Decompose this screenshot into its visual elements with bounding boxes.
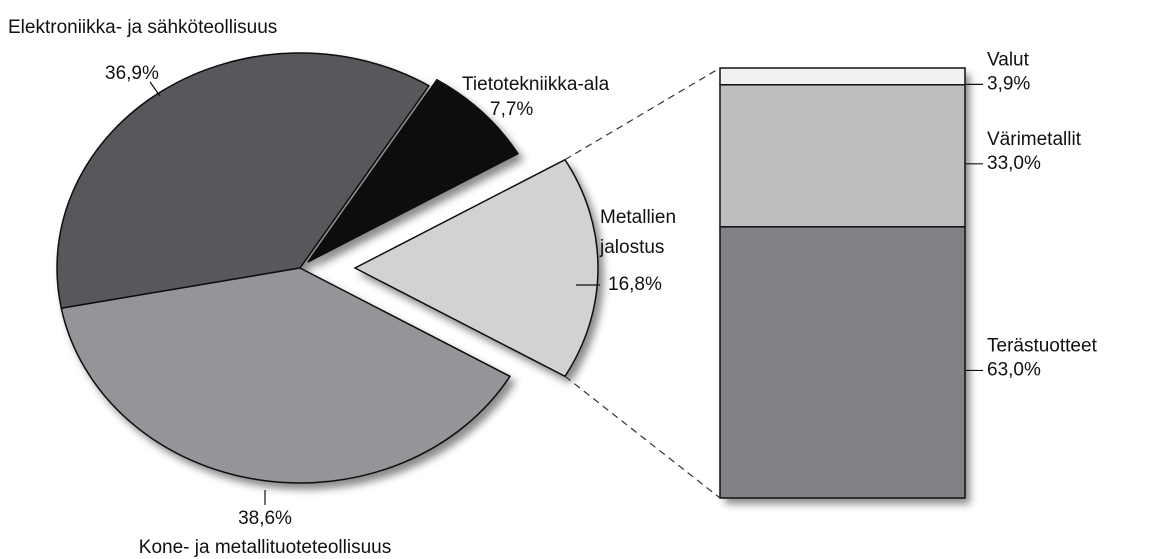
pie-label: Tietotekniikka-ala [462, 74, 610, 95]
leader-line [467, 114, 486, 126]
leader-line [149, 81, 161, 97]
pie-label: Kone- ja metallituoteteollisuus [139, 537, 391, 558]
connector [564, 67, 721, 161]
bar-segment [719, 84, 966, 228]
pie-value-label: 36,9% [105, 63, 159, 84]
pie-label: Metallien jalostus [599, 207, 676, 258]
pie-slice [307, 78, 520, 263]
bar-label: Värimetallit [987, 129, 1082, 150]
pie [56, 52, 599, 484]
connector [564, 375, 721, 499]
bar-value-label: 3,9% [987, 73, 1030, 94]
bar-label: Valut [987, 49, 1030, 70]
pie-slice [56, 52, 431, 310]
pie-slice [60, 267, 512, 484]
pie-label-line: jalostus [599, 237, 664, 258]
bar-value-label: 33,0% [987, 153, 1041, 174]
pie-label: Elektroniikka- ja sähköteollisuus [8, 17, 277, 38]
pie-slice [353, 158, 599, 378]
pie-value-label: 38,6% [238, 508, 292, 529]
bar-segment [719, 67, 966, 86]
pie-label-line: Metallien [600, 207, 676, 228]
bar-segment [719, 226, 966, 499]
bar-value-label: 63,0% [987, 359, 1041, 380]
pie-value-label: 16,8% [608, 274, 662, 295]
pie-value-label: 7,7% [490, 99, 533, 120]
bar-label: Terästuotteet [987, 335, 1098, 356]
